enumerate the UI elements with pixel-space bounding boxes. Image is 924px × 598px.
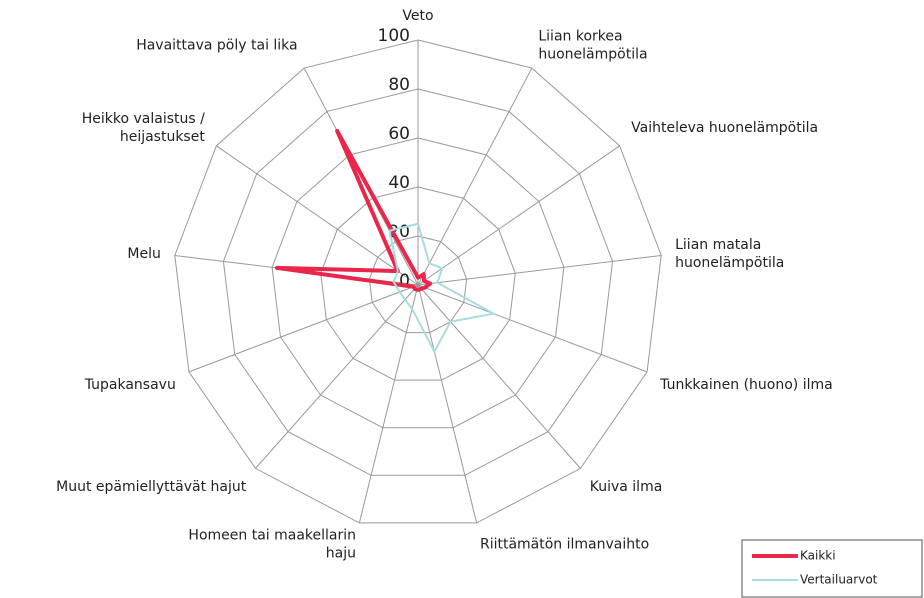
category-label: Liian korkea huonelämpötila — [538, 29, 647, 63]
axis-spoke — [417, 284, 478, 524]
category-label: Havaittava pöly tai lika — [136, 38, 297, 54]
grid-ring — [222, 88, 614, 476]
category-label: Heikko valaistus / heijastukset — [82, 111, 206, 145]
axis-spoke — [417, 67, 533, 286]
category-label: Homeen tai maakellarin haju — [188, 527, 356, 561]
grid-ring — [320, 186, 516, 381]
axis-spoke — [255, 284, 419, 469]
category-label: Melu — [127, 246, 160, 262]
category-label: Tunkkainen (huono) ilma — [659, 377, 833, 393]
series-line — [274, 128, 433, 292]
category-label: Liian matala huonelämpötila — [675, 237, 784, 271]
axis-spoke — [188, 284, 419, 373]
axis-spoke — [358, 284, 419, 524]
axis-spoke — [417, 254, 662, 286]
category-label: Vaihteleva huonelämpötila — [631, 120, 818, 136]
legend-label: Kaikki — [800, 549, 836, 563]
y-tick-label: 0 — [399, 271, 410, 291]
axis-spoke — [417, 145, 620, 286]
y-tick-label: 100 — [378, 26, 410, 46]
axis-spoke — [417, 284, 648, 373]
grid-ring — [174, 39, 662, 524]
category-label: Tupakansavu — [84, 377, 176, 393]
series-line — [388, 222, 495, 353]
grid-ring — [368, 235, 468, 334]
y-tick-label: 60 — [388, 124, 410, 144]
legend-box — [741, 539, 923, 598]
axis-spoke — [216, 145, 419, 286]
y-tick-label: 40 — [388, 173, 410, 193]
legend-label: Vertailuarvot — [800, 573, 878, 587]
y-tick-label: 80 — [388, 75, 410, 95]
category-label: Kuiva ilma — [590, 479, 663, 495]
category-label: Muut epämiellyttävät hajut — [56, 479, 247, 495]
category-label: Riittämätön ilmanvaihto — [480, 536, 649, 552]
axis-spoke — [417, 284, 581, 469]
category-label: Veto — [402, 8, 433, 24]
grid-ring — [271, 137, 565, 429]
